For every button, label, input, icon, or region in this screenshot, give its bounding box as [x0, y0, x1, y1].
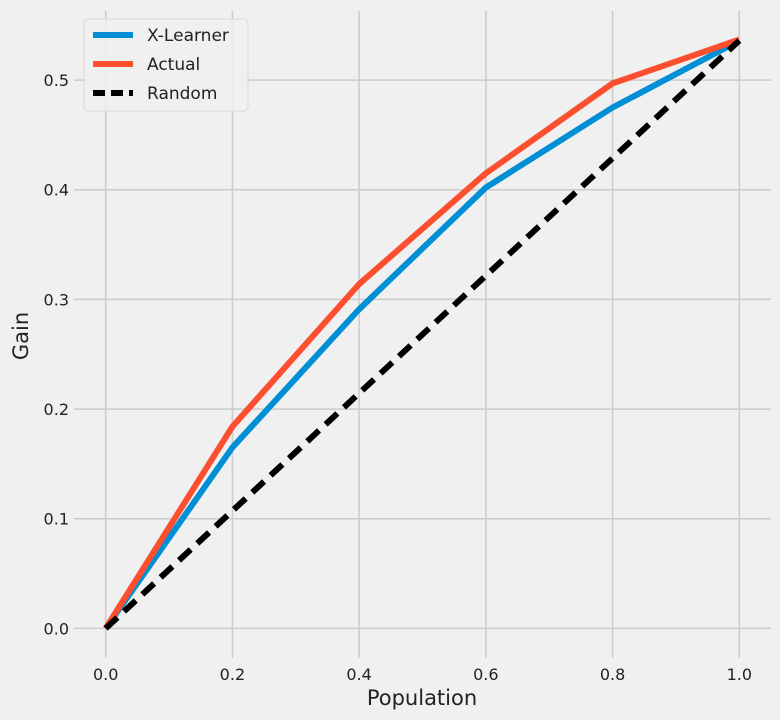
series-line-x-learner	[103, 37, 741, 631]
legend-box	[83, 18, 249, 112]
legend-label: Random	[147, 84, 217, 104]
series-line-actual	[103, 36, 741, 630]
y-tick-label: 0.0	[44, 619, 69, 638]
x-axis-label: Population	[367, 686, 477, 710]
y-tick-label: 0.1	[44, 510, 69, 529]
tick-labels: 0.0 0.2 0.4 0.6 0.8 1.0 0.0 0.1 0.2 0.3 0.4 0.5	[44, 71, 752, 684]
x-tick-label: 1.0	[727, 665, 752, 684]
legend: X-Learner Actual Random	[83, 18, 249, 112]
x-tick-label: 0.0	[93, 665, 118, 684]
y-tick-label: 0.4	[44, 181, 69, 200]
x-tick-label: 0.2	[220, 665, 245, 684]
series-line-random	[103, 38, 742, 631]
y-tick-label: 0.5	[44, 71, 69, 90]
legend-label: Actual	[147, 55, 200, 75]
x-tick-label: 0.4	[346, 665, 371, 684]
y-tick-label: 0.3	[44, 290, 69, 309]
x-tick-label: 0.6	[473, 665, 498, 684]
y-tick-label: 0.2	[44, 400, 69, 419]
legend-label: X-Learner	[147, 26, 229, 46]
series-lines	[103, 36, 742, 631]
y-axis-label: Gain	[9, 312, 33, 360]
x-tick-label: 0.8	[600, 665, 625, 684]
